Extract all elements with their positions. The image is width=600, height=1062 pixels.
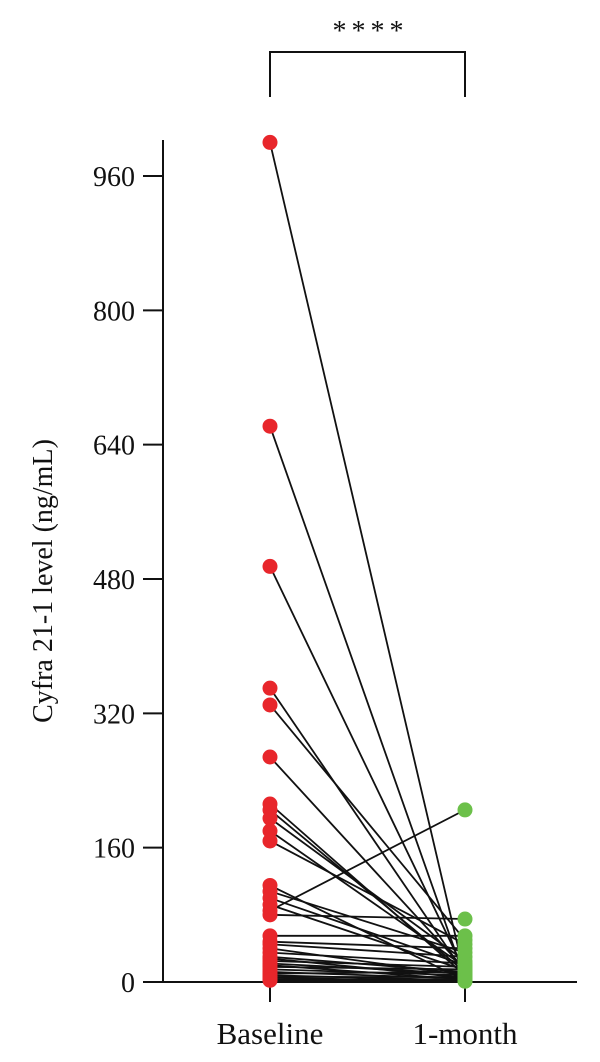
- pair-line: [269, 960, 466, 968]
- one-month-point: [457, 802, 473, 818]
- baseline-series: [262, 134, 278, 988]
- pair-line: [269, 809, 466, 912]
- pair-lines: [269, 142, 466, 983]
- pair-line: [269, 840, 466, 946]
- x-axis-labels: Baseline 1-month: [217, 982, 518, 1051]
- baseline-point: [262, 972, 278, 988]
- x-category-label: 1-month: [412, 1016, 518, 1051]
- baseline-point: [262, 833, 278, 849]
- y-tick-label: 320: [93, 699, 135, 730]
- y-tick-label: 640: [93, 431, 135, 462]
- significance-bracket: ****: [269, 16, 466, 97]
- pair-line: [269, 943, 466, 958]
- pair-line: [269, 940, 466, 950]
- pair-line: [269, 566, 466, 973]
- y-axis-title: Cyfra 21-1 level (ng/mL): [28, 439, 59, 723]
- y-tick-label: 480: [93, 565, 135, 596]
- pair-line: [269, 979, 466, 983]
- pair-line: [269, 756, 466, 971]
- baseline-point: [262, 558, 278, 574]
- y-tick-label: 0: [121, 968, 135, 999]
- one-month-point: [457, 928, 473, 944]
- y-tick-label: 800: [93, 296, 135, 327]
- pair-line: [269, 890, 466, 954]
- pair-line: [269, 817, 466, 962]
- pair-line: [269, 704, 466, 941]
- pair-line: [269, 913, 466, 920]
- pair-line: [269, 142, 466, 978]
- y-axis-ticks: 0 160 320 480 640 800 960: [93, 162, 163, 999]
- significance-label: ****: [333, 16, 409, 47]
- baseline-point: [262, 134, 278, 150]
- baseline-point: [262, 697, 278, 713]
- baseline-point: [262, 418, 278, 434]
- pair-line: [269, 830, 466, 968]
- bracket-line: [269, 51, 466, 97]
- baseline-point: [262, 749, 278, 765]
- pair-line: [269, 425, 466, 979]
- pair-line: [269, 951, 466, 965]
- y-tick-label: 960: [93, 162, 135, 193]
- baseline-point: [262, 810, 278, 826]
- x-category-label: Baseline: [217, 1016, 324, 1051]
- pair-line: [269, 971, 466, 975]
- one-month-point: [457, 973, 473, 989]
- baseline-point: [262, 907, 278, 923]
- y-tick-label: 160: [93, 834, 135, 865]
- baseline-point: [262, 680, 278, 696]
- one-month-series: [457, 802, 473, 989]
- pair-line: [269, 947, 466, 977]
- one-month-point: [457, 911, 473, 927]
- pair-line: [269, 965, 466, 971]
